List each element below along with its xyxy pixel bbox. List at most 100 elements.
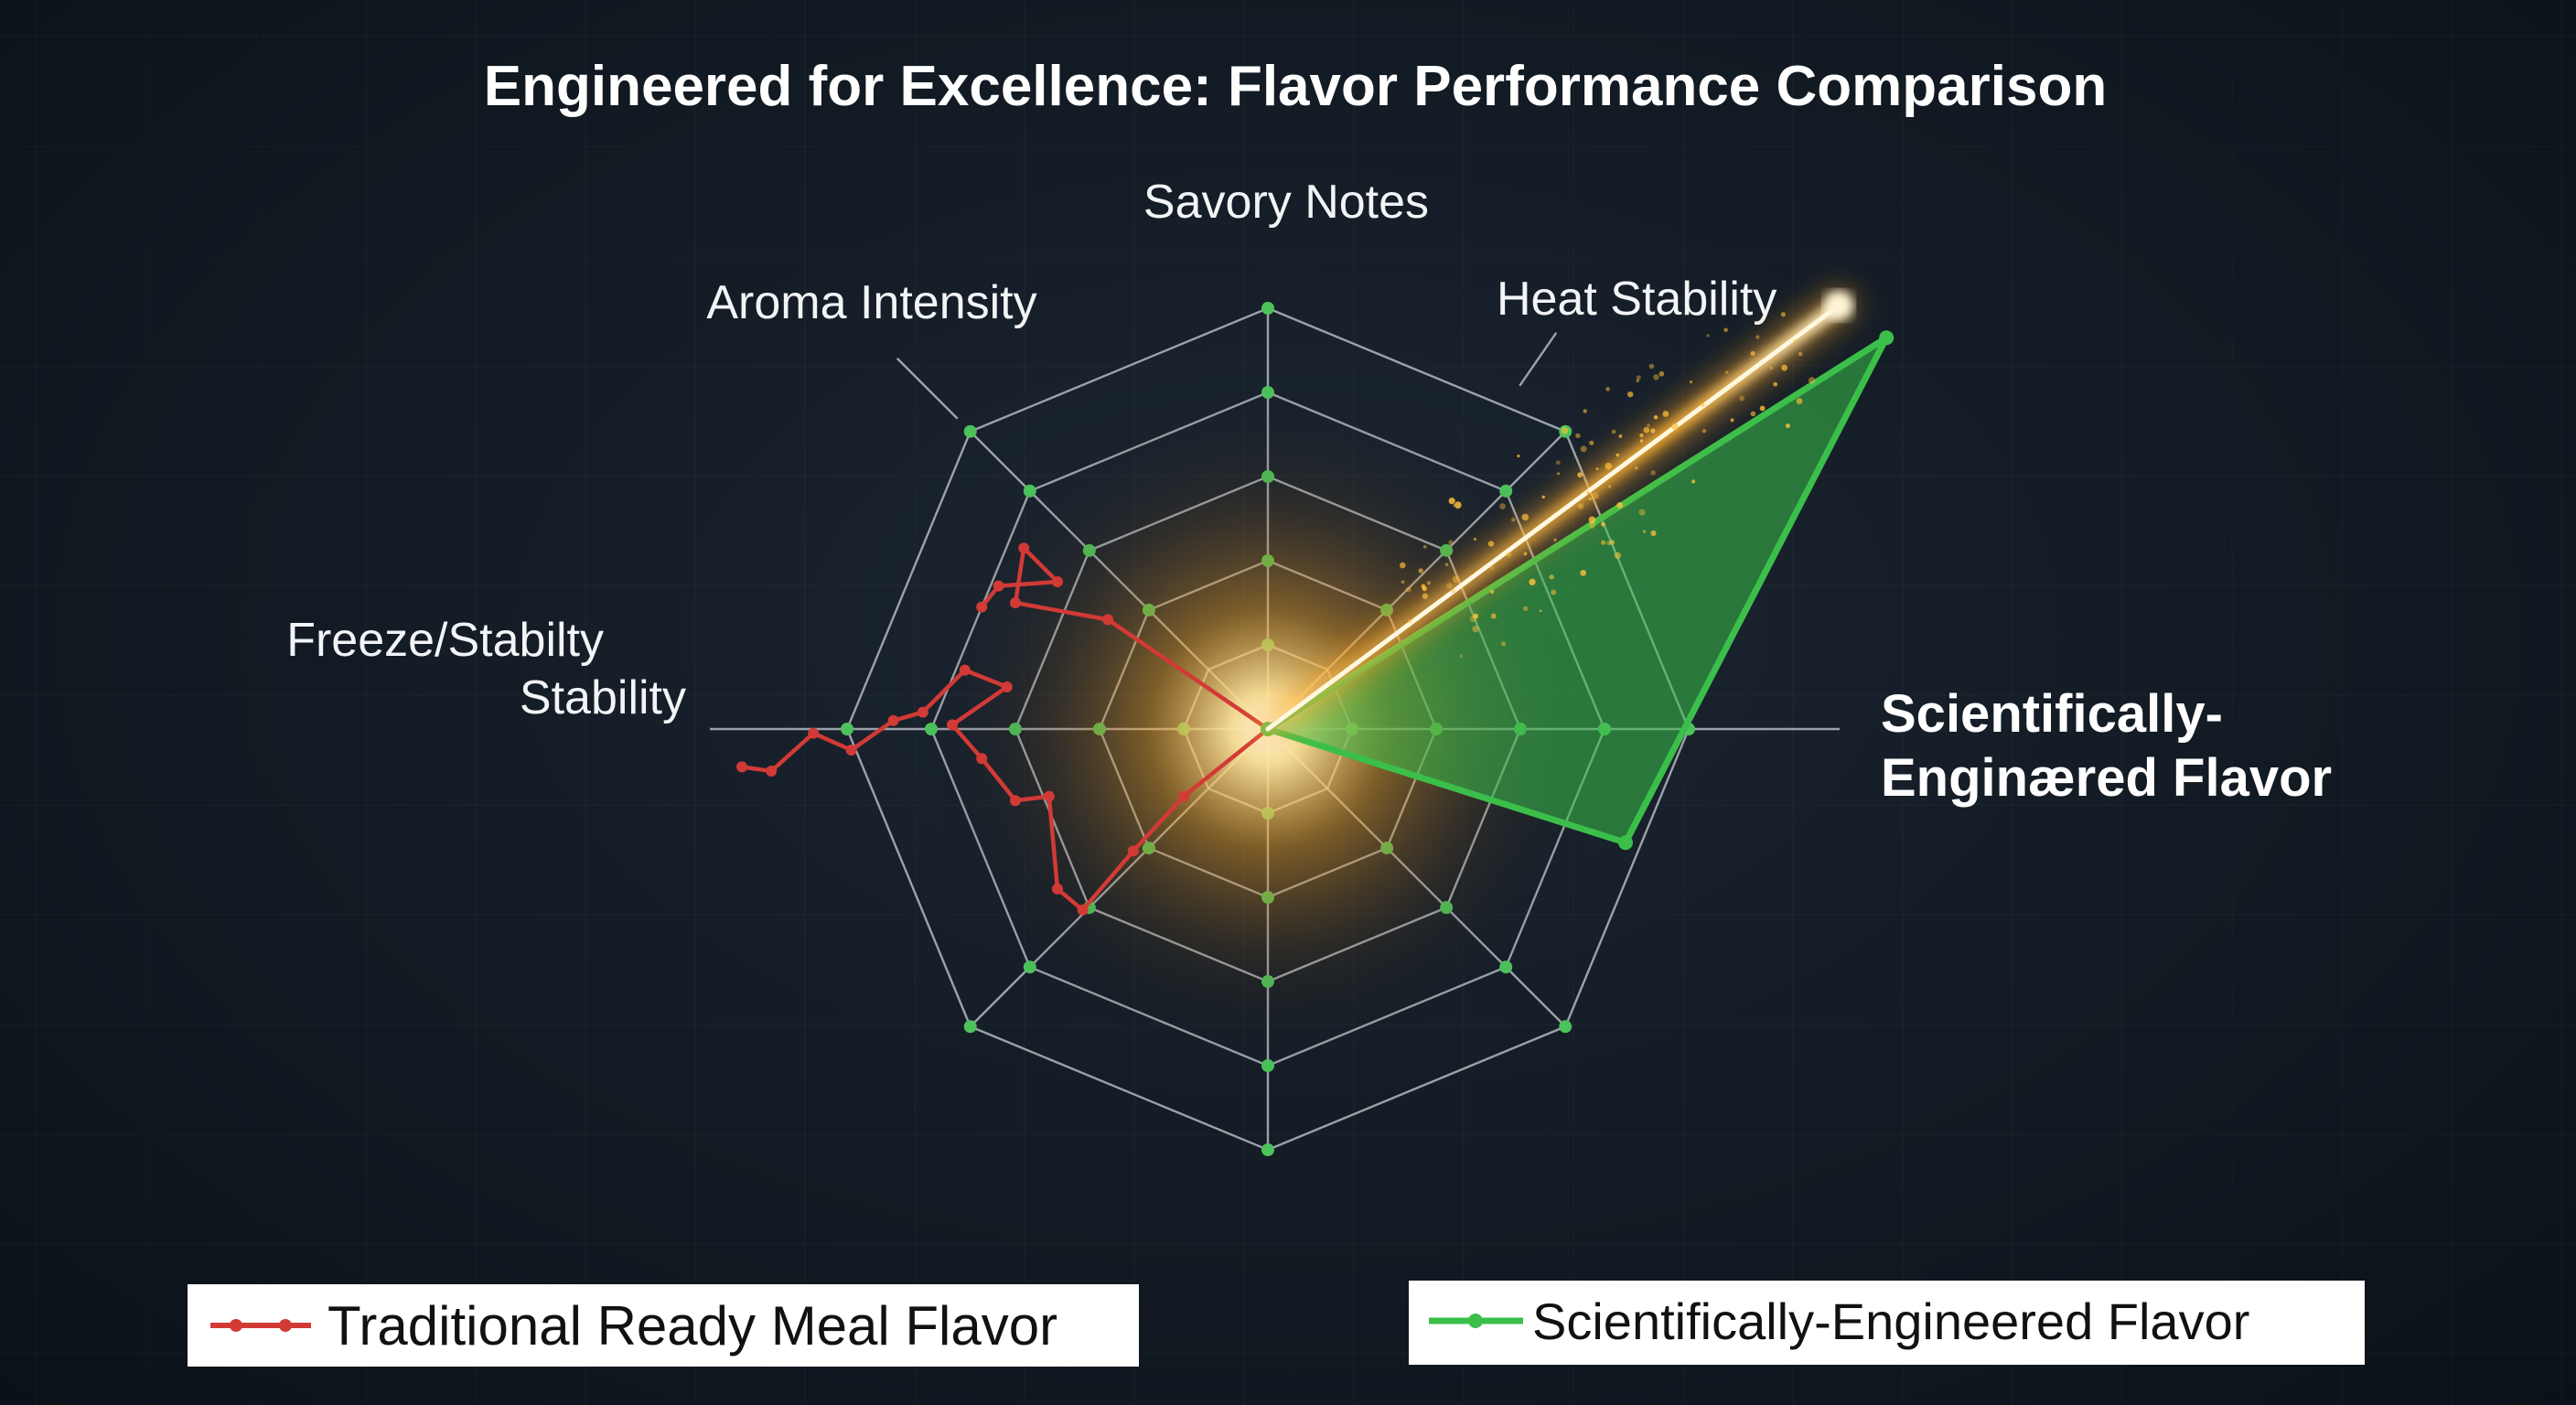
beam-particle (1691, 479, 1696, 484)
beam-particle (1422, 544, 1427, 549)
ring-marker (1261, 302, 1274, 315)
beam-particle (1549, 574, 1554, 580)
beam-particle (1750, 411, 1756, 417)
beam-particle (1653, 414, 1658, 420)
engineered-point (1618, 835, 1633, 851)
traditional-point (993, 580, 1004, 592)
ring-marker (1559, 1020, 1572, 1034)
beam-particle (1607, 485, 1612, 488)
axis-label: Freeze/Stabilty (286, 614, 604, 667)
beam-particle (1523, 606, 1529, 612)
beam-particle (1529, 578, 1536, 585)
beam-particle (1446, 582, 1453, 589)
beam-particle (1588, 516, 1596, 524)
traditional-point (1001, 681, 1013, 692)
beam-particle (1499, 503, 1506, 509)
beam-particle (1755, 335, 1760, 339)
beam-particle (1453, 503, 1456, 508)
series-layer (736, 330, 1894, 916)
traditional-point (1052, 883, 1063, 895)
beam-particle (1473, 537, 1476, 542)
beam-particle (1780, 312, 1787, 317)
beam-particle (1592, 492, 1600, 499)
beam-particle (1551, 589, 1557, 595)
traditional-point (917, 706, 928, 718)
beam-particle (1557, 472, 1561, 476)
beam-particle (1459, 654, 1463, 658)
beam-particle (1580, 445, 1587, 453)
axis-label-line2: Stability (520, 671, 686, 724)
engineered-area (1264, 334, 1890, 846)
legend-swatch-marker (279, 1319, 292, 1332)
highlight-beam (1250, 287, 1857, 747)
traditional-point (976, 753, 988, 765)
beam-particle (1501, 641, 1507, 647)
beam-particle (1615, 453, 1620, 457)
beam-particle (1451, 588, 1456, 594)
beam-particle (1490, 613, 1497, 619)
beam-particle (1583, 409, 1587, 413)
beam-particle (1781, 364, 1788, 371)
legend-engineered: Scientifically-Engineered Flavor (1409, 1281, 2365, 1365)
beam-particle (1517, 454, 1520, 458)
engineered-point (1879, 330, 1894, 346)
beam-particle (1653, 374, 1659, 381)
chart-title: Engineered for Excellence: Flavor Perfor… (484, 55, 2107, 118)
beam-particle (1614, 552, 1622, 560)
beam-particle (1580, 570, 1587, 576)
axis-label: Heat Stability (1497, 273, 1776, 326)
beam-particle (1701, 402, 1705, 407)
beam-particle (1730, 418, 1734, 423)
beam-particle (1577, 472, 1583, 477)
ring-marker (963, 1020, 977, 1034)
traditional-point (1010, 597, 1021, 608)
beam-particle (1618, 434, 1623, 438)
traditional-point (1043, 790, 1055, 802)
beam-particle (1401, 580, 1405, 584)
beam-particle (1426, 581, 1431, 585)
legend-box (188, 1284, 1139, 1367)
beam-particle (1793, 338, 1797, 343)
beam-particle (1650, 428, 1656, 434)
ring-marker (1261, 1143, 1274, 1156)
series-annotation-line1: Scientifically- (1881, 684, 2223, 744)
beam-particle (1487, 541, 1495, 547)
traditional-point (808, 727, 820, 739)
beam-particle (1595, 467, 1599, 471)
beam-highlight (1265, 303, 1841, 732)
beam-particle (1400, 562, 1406, 569)
beam-particle (1723, 327, 1728, 333)
beam-particle (1643, 426, 1650, 434)
traditional-point (959, 664, 971, 676)
traditional-point (887, 714, 899, 726)
beam-particle (1786, 424, 1790, 428)
traditional-point (736, 761, 747, 773)
traditional-point (1077, 904, 1089, 916)
beam-particle (1648, 363, 1655, 370)
beam-particle (1448, 540, 1454, 545)
axis-labels: Savory Notes Heat Stability Aroma Intensit… (286, 176, 1776, 724)
beam-particle (1490, 589, 1495, 594)
axis-leader (1519, 332, 1558, 387)
beam-particle (1561, 426, 1569, 434)
beam-particle (1650, 530, 1657, 537)
beam-particle (1454, 501, 1462, 509)
beam-particle (1796, 398, 1803, 404)
beam-particle (1671, 423, 1679, 431)
beam-particle (1639, 439, 1644, 443)
beam-particle (1589, 521, 1595, 529)
beam-particle (1472, 625, 1479, 633)
beam-particle (1506, 552, 1512, 558)
beam-particle (1553, 538, 1557, 542)
beam-particle (1588, 498, 1592, 501)
beam-particle (1601, 521, 1605, 527)
beam-particle (1407, 618, 1412, 624)
beam-particle (1636, 379, 1639, 383)
legend-swatch-marker (230, 1319, 242, 1332)
beam-particle (1511, 517, 1516, 522)
beam-particle (1642, 530, 1647, 533)
beam-particle (1422, 593, 1429, 599)
beam-particle (1605, 462, 1612, 470)
legend-label: Traditional Ready Meal Flavor (327, 1295, 1057, 1357)
